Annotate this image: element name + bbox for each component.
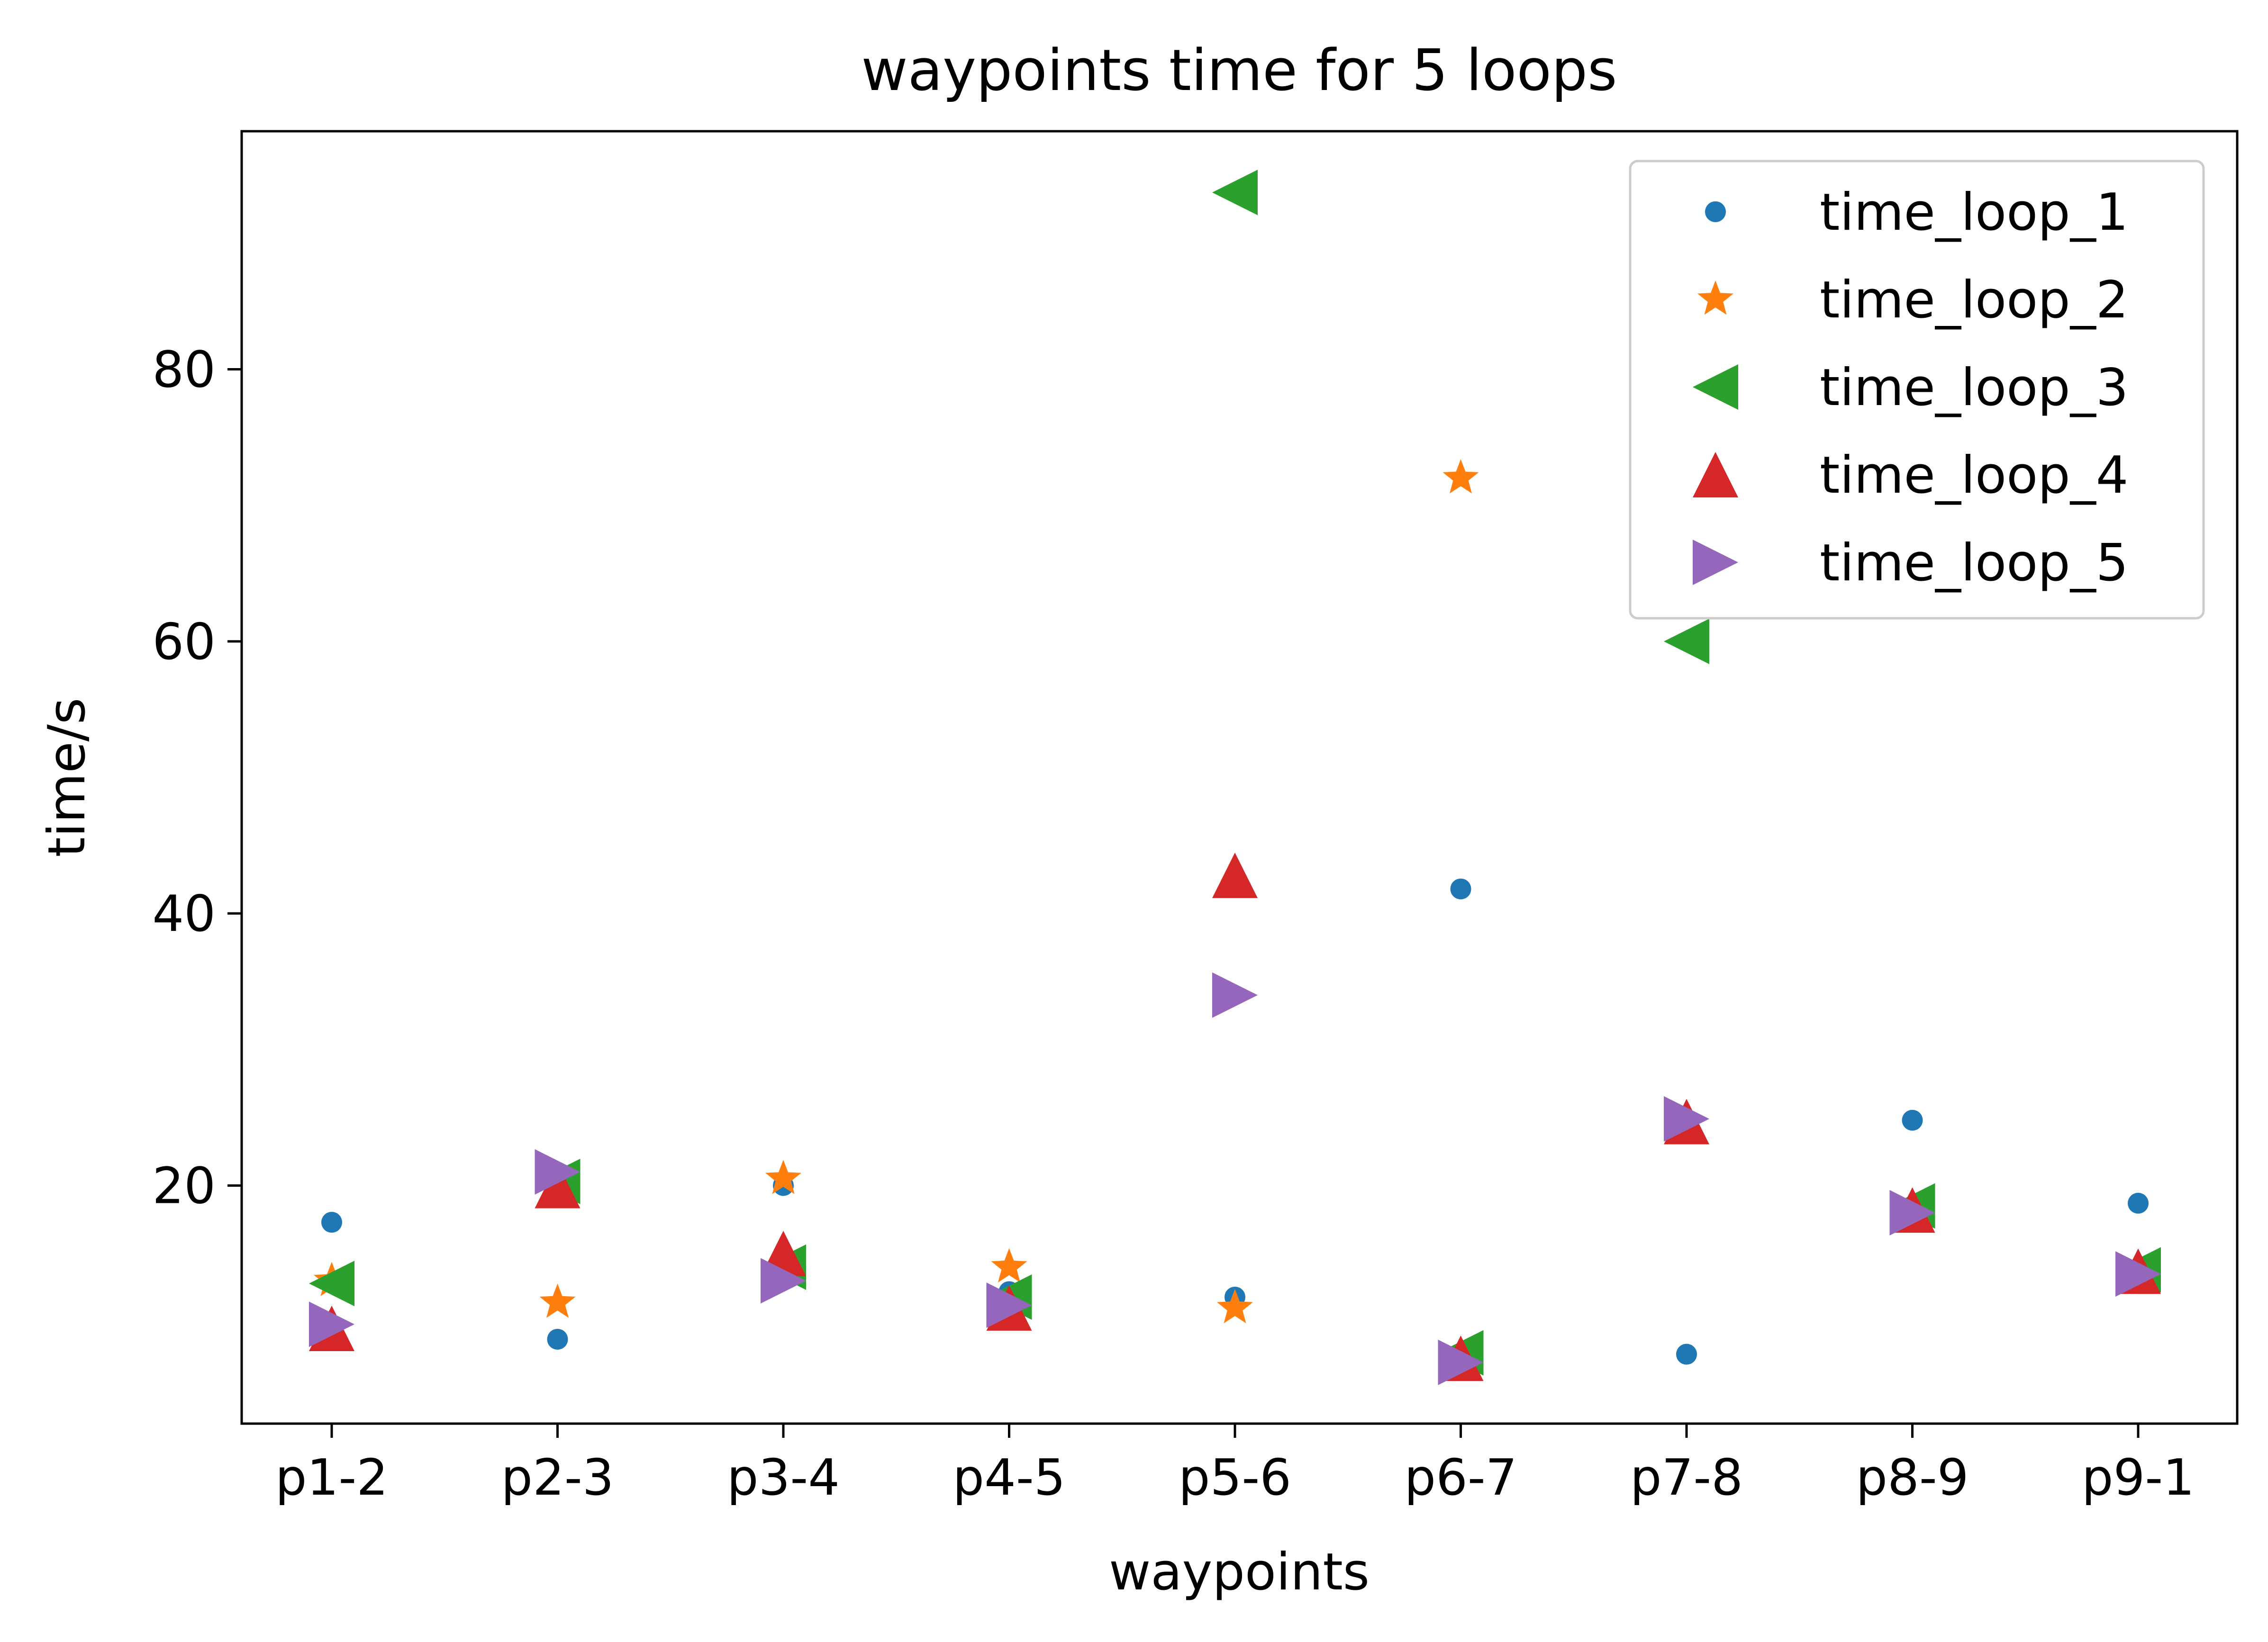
legend-label: time_loop_4 bbox=[1820, 446, 2128, 505]
data-point bbox=[991, 1248, 1027, 1283]
x-tick-label: p8-9 bbox=[1856, 1449, 1969, 1507]
data-point bbox=[2115, 1251, 2161, 1297]
data-point bbox=[309, 1301, 354, 1347]
legend-label: time_loop_1 bbox=[1820, 183, 2128, 242]
legend-marker bbox=[1693, 452, 1738, 497]
legend-label: time_loop_3 bbox=[1820, 358, 2128, 417]
legend-item: time_loop_4 bbox=[1693, 446, 2128, 505]
data-point bbox=[1212, 972, 1258, 1018]
x-tick-label: p5-6 bbox=[1179, 1449, 1291, 1507]
series-time_loop_5 bbox=[309, 972, 2161, 1385]
y-tick-label: 20 bbox=[152, 1157, 216, 1215]
x-tick-label: p7-8 bbox=[1630, 1449, 1743, 1507]
data-point bbox=[535, 1149, 581, 1195]
legend: time_loop_1 time_loop_2 time_loop_3 time_lo… bbox=[1629, 160, 2205, 620]
legend-marker bbox=[1705, 201, 1726, 222]
data-point bbox=[547, 1328, 568, 1350]
data-point bbox=[1664, 618, 1709, 664]
legend-marker bbox=[1693, 540, 1738, 585]
data-point bbox=[986, 1282, 1032, 1328]
x-axis-label: waypoints bbox=[1109, 1543, 1370, 1602]
data-point bbox=[539, 1283, 576, 1318]
data-point bbox=[1664, 1096, 1709, 1142]
data-point bbox=[321, 1212, 342, 1233]
plot-area bbox=[309, 170, 2161, 1385]
legend-marker bbox=[1693, 364, 1738, 410]
y-tick-label: 80 bbox=[152, 341, 216, 399]
x-tick-label: p3-4 bbox=[727, 1449, 840, 1507]
x-tick-label: p4-5 bbox=[953, 1449, 1065, 1507]
legend-label: time_loop_5 bbox=[1820, 533, 2128, 593]
chart-title: waypoints time for 5 loops bbox=[861, 38, 1617, 104]
x-tick-label: p9-1 bbox=[2082, 1449, 2195, 1507]
data-point bbox=[1212, 852, 1258, 898]
data-point bbox=[1902, 1110, 1923, 1131]
legend-item: time_loop_5 bbox=[1693, 533, 2128, 593]
x-tick-label: p1-2 bbox=[275, 1449, 388, 1507]
data-point bbox=[309, 1261, 354, 1307]
data-point bbox=[2128, 1192, 2149, 1214]
y-tick-label: 60 bbox=[152, 613, 216, 671]
data-point bbox=[1676, 1344, 1697, 1365]
legend-marker bbox=[1697, 280, 1733, 315]
axis-ticks: p1-2 p2-3 p3-4 p4-5 p5-6 p6-7 p7-8 p8-9 p9-1 20 40… bbox=[152, 341, 2195, 1507]
data-point bbox=[1442, 459, 1479, 494]
data-point bbox=[1889, 1190, 1935, 1236]
legend-item: time_loop_2 bbox=[1697, 271, 2128, 330]
legend-label: time_loop_2 bbox=[1820, 271, 2128, 330]
plot-frame bbox=[240, 130, 2239, 1425]
data-point bbox=[761, 1258, 806, 1304]
data-point bbox=[1450, 878, 1471, 900]
legend-box bbox=[1629, 160, 2205, 620]
legend-item: time_loop_1 bbox=[1705, 183, 2128, 242]
data-point bbox=[1217, 1289, 1253, 1324]
x-tick-label: p2-3 bbox=[501, 1449, 614, 1507]
x-tick-label: p6-7 bbox=[1404, 1449, 1517, 1507]
legend-item: time_loop_3 bbox=[1693, 358, 2128, 417]
y-axis-label: time/s bbox=[37, 698, 97, 857]
data-point bbox=[1212, 170, 1258, 216]
data-point bbox=[765, 1160, 801, 1194]
data-point bbox=[535, 1163, 581, 1209]
y-tick-label: 40 bbox=[152, 885, 216, 943]
data-point bbox=[1438, 1339, 1484, 1385]
